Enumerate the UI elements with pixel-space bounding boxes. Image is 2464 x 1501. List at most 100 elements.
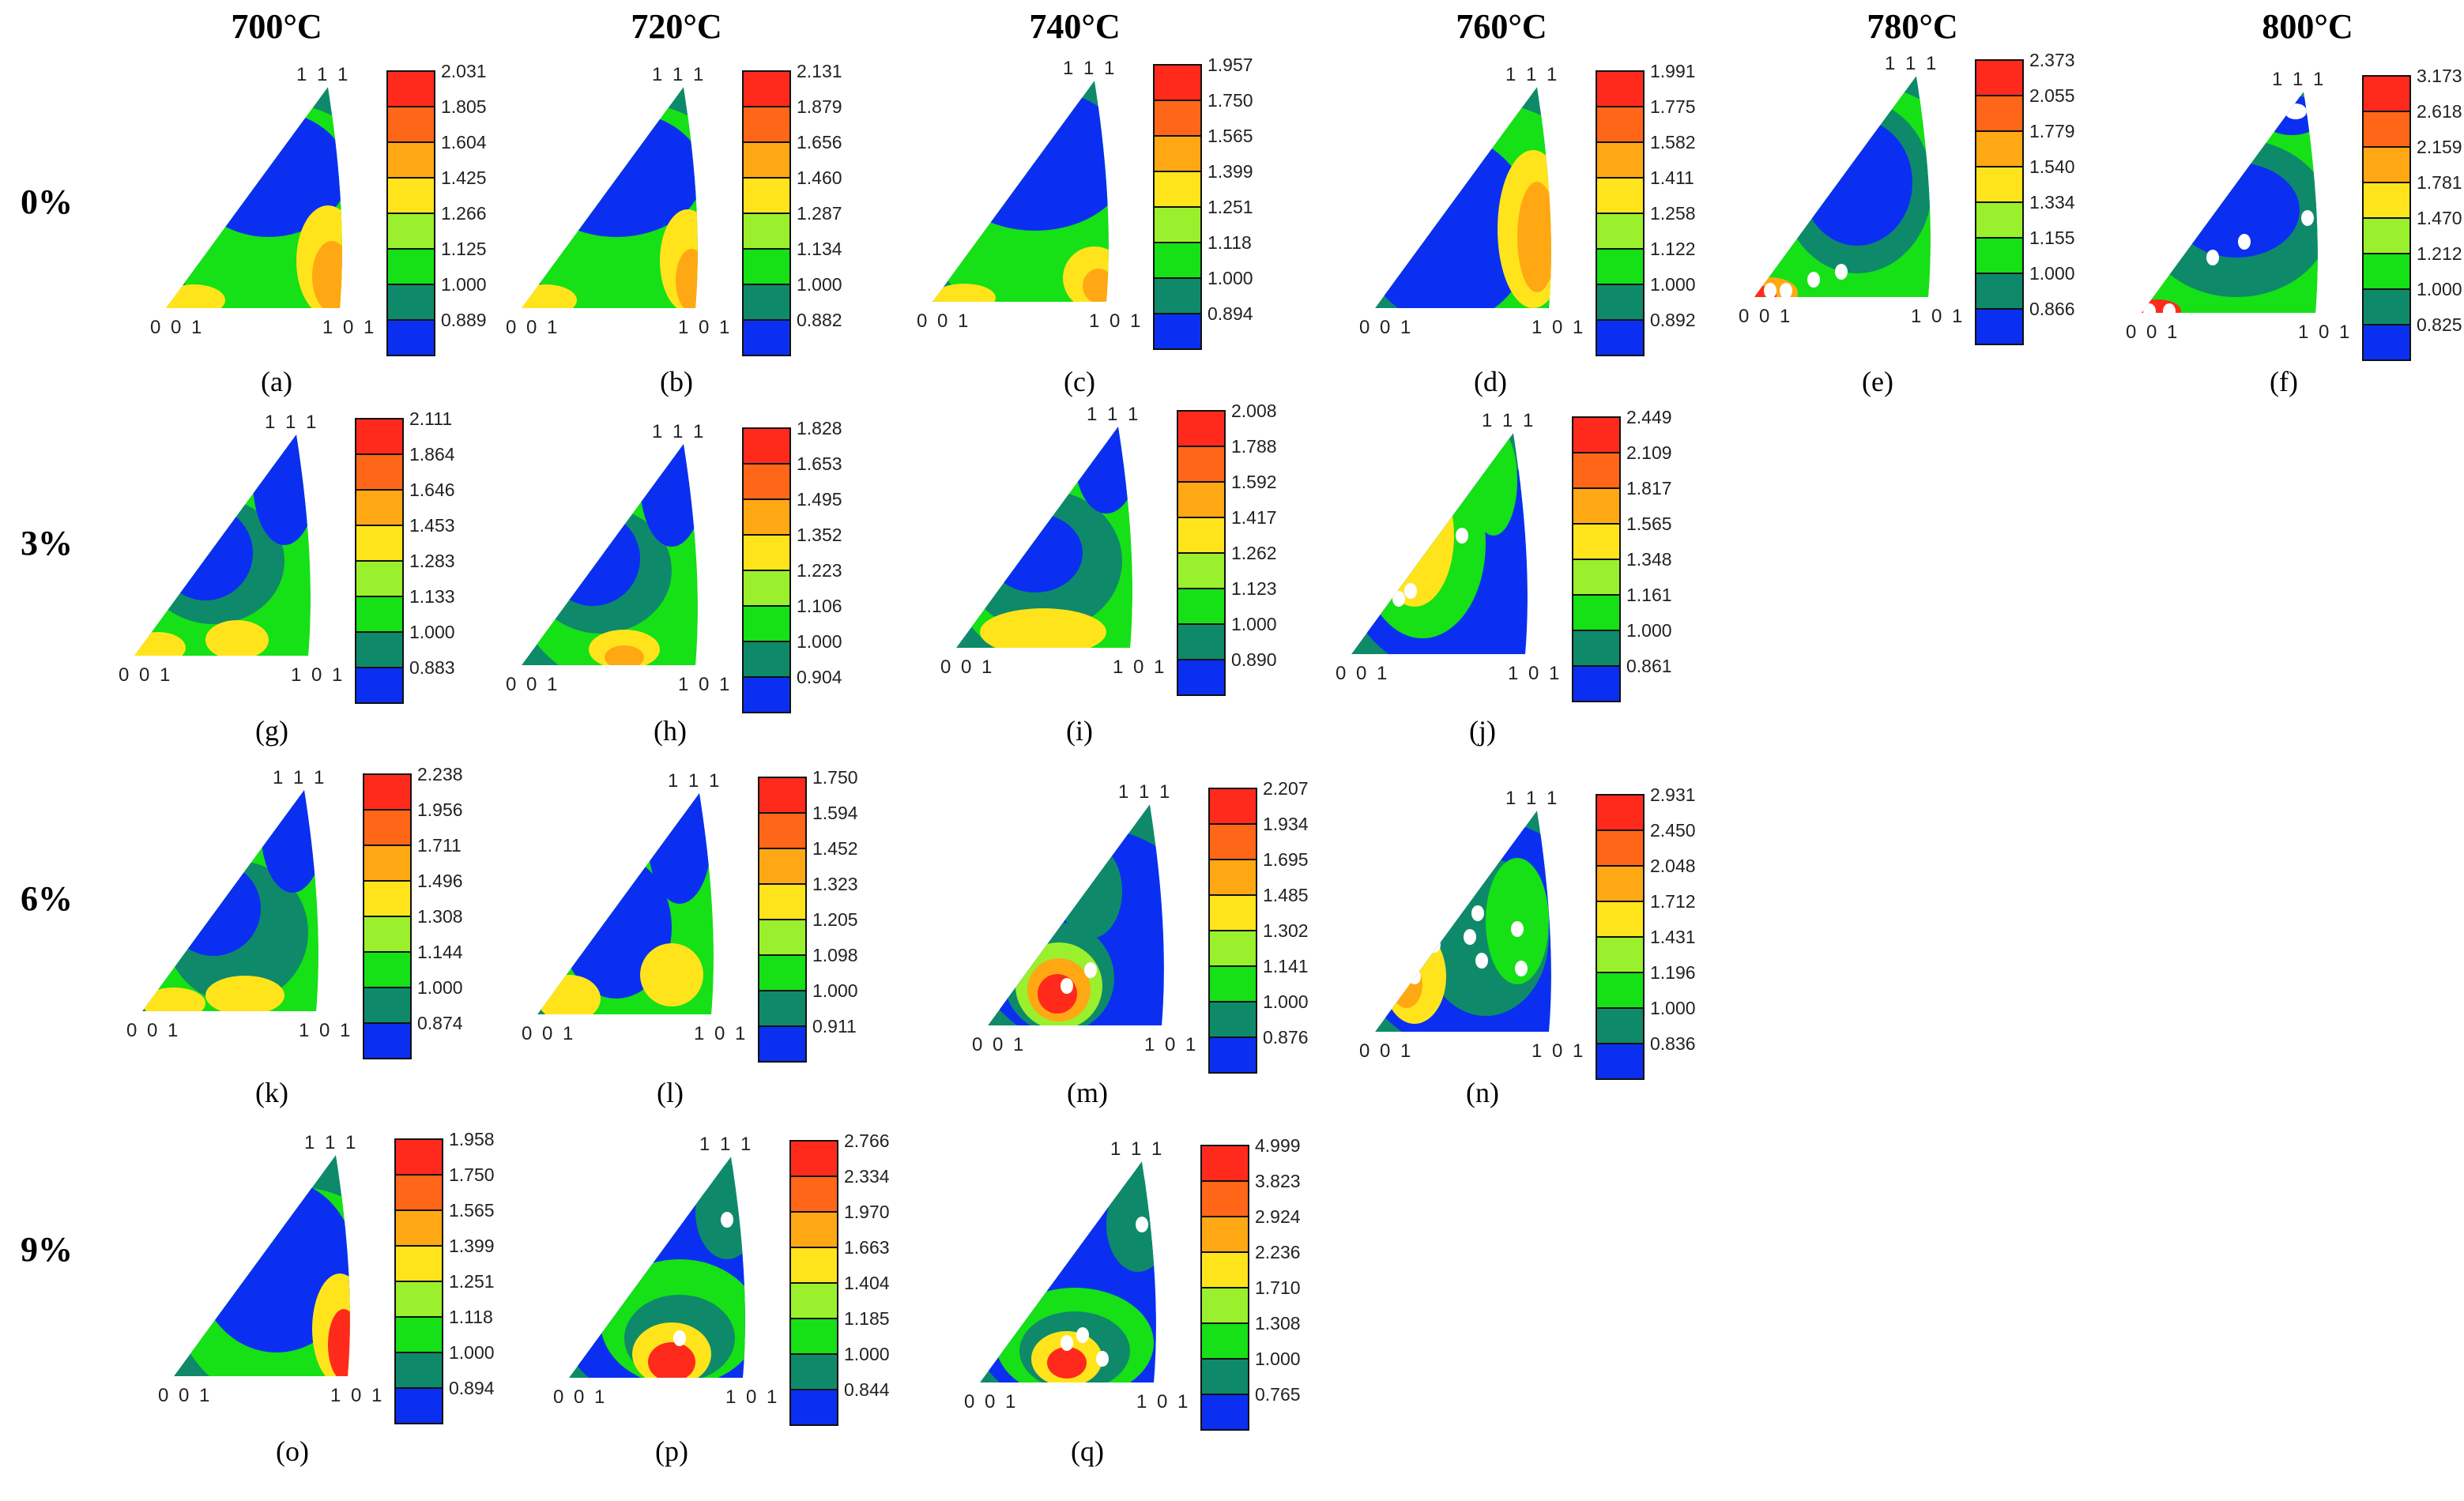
ipf-hole-spot — [1456, 528, 1468, 544]
color-scale-value: 2.109 — [1626, 442, 1672, 463]
color-scale-swatch — [1208, 788, 1257, 825]
color-scale-value: 1.000 — [1208, 268, 1253, 288]
ipf-hole-spot — [1096, 1351, 1109, 1367]
color-scale-value: 0.889 — [441, 310, 487, 330]
color-scale-value: 1.308 — [1255, 1313, 1301, 1334]
ipf-triangle — [537, 793, 714, 1014]
ipf-hole-spot — [1511, 921, 1524, 937]
color-scale-swatch — [742, 213, 791, 250]
color-scale-value: 2.449 — [1626, 407, 1672, 427]
ipf-hole-spot — [2206, 250, 2219, 265]
ipf-contour — [1047, 1347, 1087, 1379]
column-header-780c: 780°C — [1867, 7, 1958, 46]
ipf-figure: 1 1 1 0 0 1 1 0 1 1.828 1.653 1.495 1.352 1.223… — [506, 418, 842, 713]
color-scale-value: 1.411 — [1650, 167, 1694, 188]
color-scale-value: 2.450 — [1650, 820, 1696, 841]
ipf-contour — [134, 632, 186, 656]
color-scale-bar: 3.173 2.618 2.159 1.781 1.470 1.212 1.000 0.825 — [2362, 66, 2462, 361]
ipf-contour — [980, 608, 1106, 648]
color-scale-value: 1.460 — [797, 167, 842, 188]
color-scale-swatch — [1572, 416, 1621, 453]
color-scale-value: 1.582 — [1650, 132, 1696, 152]
ipf-triangle — [956, 427, 1132, 648]
color-scale-value: 0.844 — [844, 1379, 890, 1400]
color-scale-value: 1.141 — [1263, 956, 1309, 976]
ipf-contour — [158, 506, 253, 600]
color-scale-swatch — [355, 489, 404, 526]
color-scale-value: 1.663 — [844, 1237, 890, 1258]
ipf-hole-spot — [673, 1330, 686, 1346]
color-scale-value: 1.000 — [441, 274, 487, 295]
color-scale-value: 2.031 — [441, 61, 487, 81]
color-scale-swatch — [1177, 481, 1226, 518]
ipf-contour — [648, 1342, 695, 1378]
ipf-hole-spot — [1464, 929, 1476, 945]
color-scale-swatch — [1596, 284, 1645, 321]
color-scale-swatch — [789, 1353, 838, 1390]
color-scale-swatch — [1208, 965, 1257, 1003]
color-scale-value: 1.000 — [2029, 263, 2075, 284]
ipf-triangle — [142, 790, 318, 1011]
corner-label-top: 1 1 1 — [652, 64, 706, 85]
color-scale-value: 1.788 — [1231, 436, 1277, 457]
color-scale-value: 0.882 — [797, 310, 842, 330]
caption-m: (m) — [1067, 1077, 1108, 1108]
column-header-760c: 760°C — [1456, 7, 1547, 46]
color-scale-value: 1.283 — [409, 551, 455, 571]
color-scale-value: 1.864 — [409, 444, 455, 465]
color-scale-bar: 2.207 1.934 1.695 1.485 1.302 1.141 1.000 0.876 — [1208, 778, 1309, 1074]
color-scale-value: 1.352 — [797, 525, 842, 545]
corner-label-left: 0 0 1 — [964, 1391, 1018, 1413]
color-scale-value: 1.711 — [417, 835, 462, 856]
color-scale-value: 0.894 — [449, 1378, 495, 1398]
color-scale-value: 1.000 — [1626, 620, 1672, 641]
ipf-triangle — [134, 434, 311, 656]
color-scale-bar: 1.828 1.653 1.495 1.352 1.223 1.106 1.000 0.904 — [742, 418, 842, 713]
ipf-panel-n: 1 1 1 0 0 1 1 0 1 2.931 2.450 2.048 1.712 1.431… — [1359, 779, 1754, 1150]
color-scale-value: 2.238 — [417, 764, 463, 784]
ipf-panel-b: 1 1 1 0 0 1 1 0 1 2.131 1.879 1.656 1.460 1.287… — [506, 55, 901, 427]
ipf-hole-spot — [1428, 937, 1441, 953]
corner-label-right: 1 0 1 — [1089, 310, 1143, 332]
corner-label-left: 0 0 1 — [150, 317, 204, 338]
color-scale-swatch — [789, 1176, 838, 1213]
ipf-contour — [253, 434, 311, 545]
corner-label-right: 1 0 1 — [1911, 306, 1965, 327]
ipf-contour — [1038, 974, 1077, 1014]
ipf-contour — [1517, 182, 1551, 292]
corner-label-top: 1 1 1 — [1110, 1138, 1164, 1160]
color-scale-swatch — [742, 427, 791, 465]
color-scale-value: 1.431 — [1650, 927, 1696, 947]
corner-label-left: 0 0 1 — [126, 1020, 180, 1041]
corner-label-top: 1 1 1 — [265, 412, 318, 433]
color-scale-bar: 2.031 1.805 1.604 1.425 1.266 1.125 1.000 0.889 — [386, 61, 487, 356]
ipf-figure: 1 1 1 0 0 1 1 0 1 2.766 2.334 1.970 1.663 1.404… — [553, 1130, 890, 1426]
corner-label-right: 1 0 1 — [2298, 322, 2352, 343]
color-scale-swatch — [742, 319, 791, 356]
color-scale-swatch — [1208, 930, 1257, 967]
color-scale-value: 1.425 — [441, 167, 487, 188]
color-scale-swatch — [355, 631, 404, 668]
color-scale-swatch — [1177, 517, 1226, 554]
corner-label-right: 1 0 1 — [1532, 1040, 1585, 1062]
color-scale-value: 0.890 — [1231, 649, 1277, 670]
color-scale-swatch — [394, 1316, 443, 1353]
color-scale-value: 1.122 — [1650, 239, 1696, 259]
color-scale-swatch — [742, 70, 791, 107]
corner-label-left: 0 0 1 — [1336, 663, 1389, 684]
color-scale-swatch — [363, 916, 412, 953]
color-scale-value: 0.904 — [797, 667, 842, 687]
color-scale-value: 1.656 — [797, 132, 842, 152]
ipf-hole-spot — [721, 1212, 733, 1228]
ipf-contour — [940, 88, 1109, 231]
color-scale-value: 0.836 — [1650, 1033, 1696, 1054]
color-scale-value: 2.207 — [1263, 778, 1309, 799]
color-scale-swatch — [386, 141, 435, 179]
color-scale-swatch — [758, 1025, 807, 1063]
color-scale-swatch — [355, 596, 404, 633]
color-scale-value: 1.970 — [844, 1202, 890, 1222]
color-scale-value: 2.048 — [1650, 856, 1696, 876]
corner-label-right: 1 0 1 — [678, 317, 732, 338]
color-scale-swatch — [742, 605, 791, 642]
color-scale-value: 0.861 — [1626, 656, 1672, 676]
